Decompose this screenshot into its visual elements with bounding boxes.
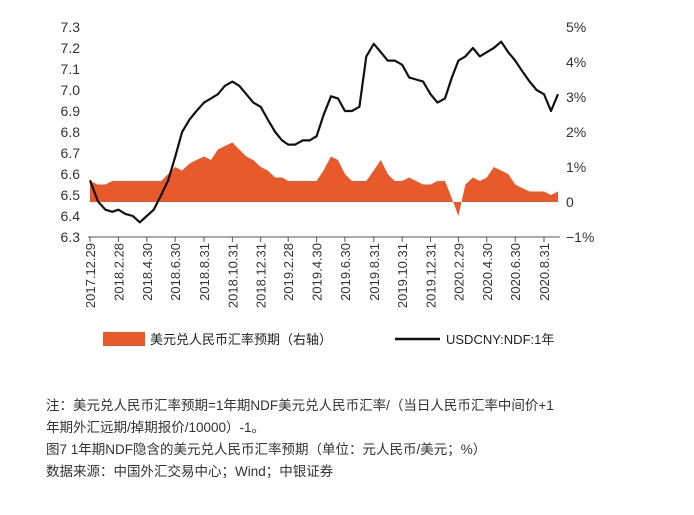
data-source: 数据来源：中国外汇交易中心；Wind；中银证券: [46, 464, 334, 479]
left-axis-tick-label: 7.1: [61, 61, 81, 77]
ndf-line-series: [88, 40, 560, 224]
x-axis-tick-label: 2017.12.29: [83, 243, 98, 308]
x-axis-tick-label: 2019.4.30: [310, 243, 325, 301]
legend-label-ndf: USDCNY:NDF:1年: [446, 332, 554, 347]
right-axis-tick-label: 1%: [566, 159, 586, 175]
left-axis-tick-label: 6.3: [61, 229, 81, 245]
x-axis-tick-label: 2019.8.31: [367, 243, 382, 301]
x-axis-tick-label: 2020.8.31: [537, 243, 552, 301]
ndf-line: [88, 40, 560, 224]
left-axis-tick-label: 6.8: [61, 124, 81, 140]
left-axis-tick-label: 6.9: [61, 103, 81, 119]
right-axis-tick-label: 2%: [566, 124, 586, 140]
note-line-2: 年期外汇远期/掉期报价/10000）-1。: [46, 420, 266, 435]
chart-figure: 7.3 7.2 7.1 7.0 6.9 6.8 6.7 6.6 6.5 6.4 6.3 5% 4% 3% 2…: [61, 19, 595, 347]
figure-title: 图7 1年期NDF隐含的美元兑人民币汇率预期（单位：元人民币/美元；%）: [46, 442, 487, 457]
right-axis-tick-label: 0: [566, 194, 574, 210]
left-axis-tick-label: 6.6: [61, 166, 81, 182]
x-axis-tick-label: 2019.2.28: [281, 243, 296, 301]
note-line-1: 注：美元兑人民币汇率预期=1年期NDF美元兑人民币汇率/（当日人民币汇率中间价+…: [46, 398, 554, 413]
left-axis-tick-label: 6.5: [61, 187, 81, 203]
x-axis-tick-label: 2019.10.31: [395, 243, 410, 308]
x-axis-tick-label: 2019.12.31: [424, 243, 439, 308]
right-axis-tick-label: −1%: [566, 229, 594, 245]
legend-label-expectation: 美元兑人民币汇率预期（右轴）: [150, 332, 332, 347]
left-axis-tick-label: 6.4: [61, 208, 81, 224]
left-axis-tick-label: 7.3: [61, 19, 81, 35]
x-axis-tick-label: 2020.2.29: [451, 243, 466, 301]
x-axis-tick-label: 2018.10.31: [225, 243, 240, 308]
left-axis-tick-label: 7.0: [61, 82, 81, 98]
axes: 7.3 7.2 7.1 7.0 6.9 6.8 6.7 6.6 6.5 6.4 6.3 5% 4% 3% 2…: [61, 19, 595, 308]
right-axis-tick-label: 4%: [566, 54, 586, 70]
x-axis-tick-label: 2020.4.30: [480, 243, 495, 301]
x-axis-tick-label: 2018.2.28: [111, 243, 126, 301]
x-axis-tick-label: 2019.6.30: [338, 243, 353, 301]
left-axis-tick-label: 6.7: [61, 145, 81, 161]
left-axis-tick-label: 7.2: [61, 40, 81, 56]
expectation-area: [90, 142, 558, 216]
legend-swatch-expectation: [103, 332, 145, 346]
right-axis-tick-label: 5%: [566, 19, 586, 35]
right-axis-tick-label: 3%: [566, 89, 586, 105]
legend: 美元兑人民币汇率预期（右轴） USDCNY:NDF:1年: [103, 332, 554, 347]
x-axis-tick-label: 2018.4.30: [140, 243, 155, 301]
x-axis-tick-label: 2018.12.31: [254, 243, 269, 308]
notes-block: 注：美元兑人民币汇率预期=1年期NDF美元兑人民币汇率/（当日人民币汇率中间价+…: [46, 395, 666, 483]
x-axis-tick-label: 2018.8.31: [197, 243, 212, 301]
x-axis-tick-label: 2018.6.30: [168, 243, 183, 301]
expectation-area-series: [90, 142, 558, 216]
x-axis-tick-label: 2020.6.30: [508, 243, 523, 301]
